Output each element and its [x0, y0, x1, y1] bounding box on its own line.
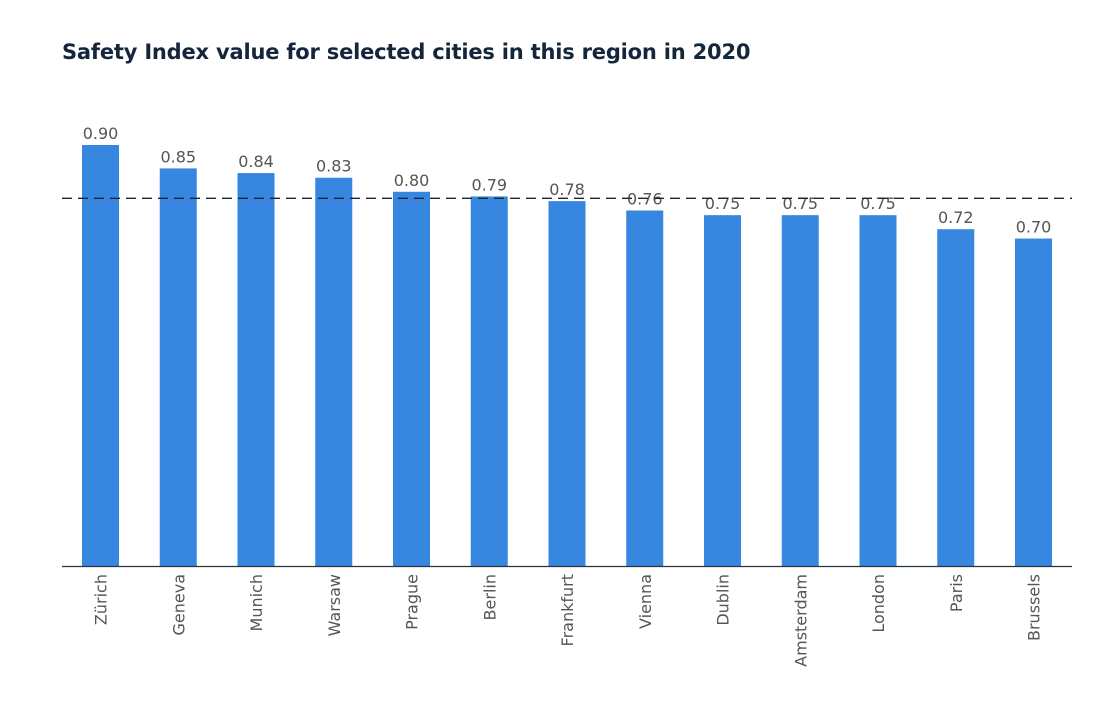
bar	[937, 229, 975, 566]
data-label: 0.72	[938, 208, 974, 227]
data-label: 0.75	[860, 194, 896, 213]
x-tick-label: Brussels	[1025, 574, 1044, 641]
bar	[470, 196, 508, 566]
x-tick-label: Vienna	[636, 574, 655, 629]
data-label: 0.75	[705, 194, 741, 213]
data-label: 0.79	[471, 175, 507, 194]
data-label: 0.75	[782, 194, 818, 213]
bar	[859, 215, 897, 566]
bar	[159, 168, 197, 566]
data-label: 0.84	[238, 152, 274, 171]
x-tick-label: Frankfurt	[558, 574, 577, 646]
bar	[781, 215, 819, 566]
bar	[626, 210, 664, 566]
x-tick-label: London	[869, 574, 888, 633]
x-tick-label: Dublin	[714, 574, 733, 626]
x-tick-label: Prague	[403, 574, 422, 630]
x-tick-label: Amsterdam	[791, 574, 810, 667]
bar	[237, 173, 275, 567]
bar	[704, 215, 741, 566]
data-label: 0.70	[1016, 218, 1052, 237]
chart-title: Safety Index value for selected cities i…	[62, 40, 751, 64]
data-label: 0.80	[394, 171, 430, 190]
x-tick-label: Berlin	[480, 574, 499, 620]
x-tick-label: Munich	[247, 574, 266, 631]
x-tick-label: Zürich	[92, 574, 111, 625]
data-label: 0.83	[316, 157, 352, 176]
x-tick-label: Paris	[947, 574, 966, 612]
bar	[315, 177, 353, 566]
bar	[548, 201, 586, 566]
data-label: 0.76	[627, 189, 663, 208]
bar	[1015, 238, 1052, 567]
data-label: 0.90	[83, 124, 119, 143]
bar	[393, 191, 430, 566]
data-label: 0.78	[549, 180, 585, 199]
data-label: 0.85	[160, 147, 196, 166]
x-tick-label: Geneva	[169, 574, 188, 636]
bar	[82, 145, 119, 566]
x-tick-label: Warsaw	[325, 574, 344, 636]
